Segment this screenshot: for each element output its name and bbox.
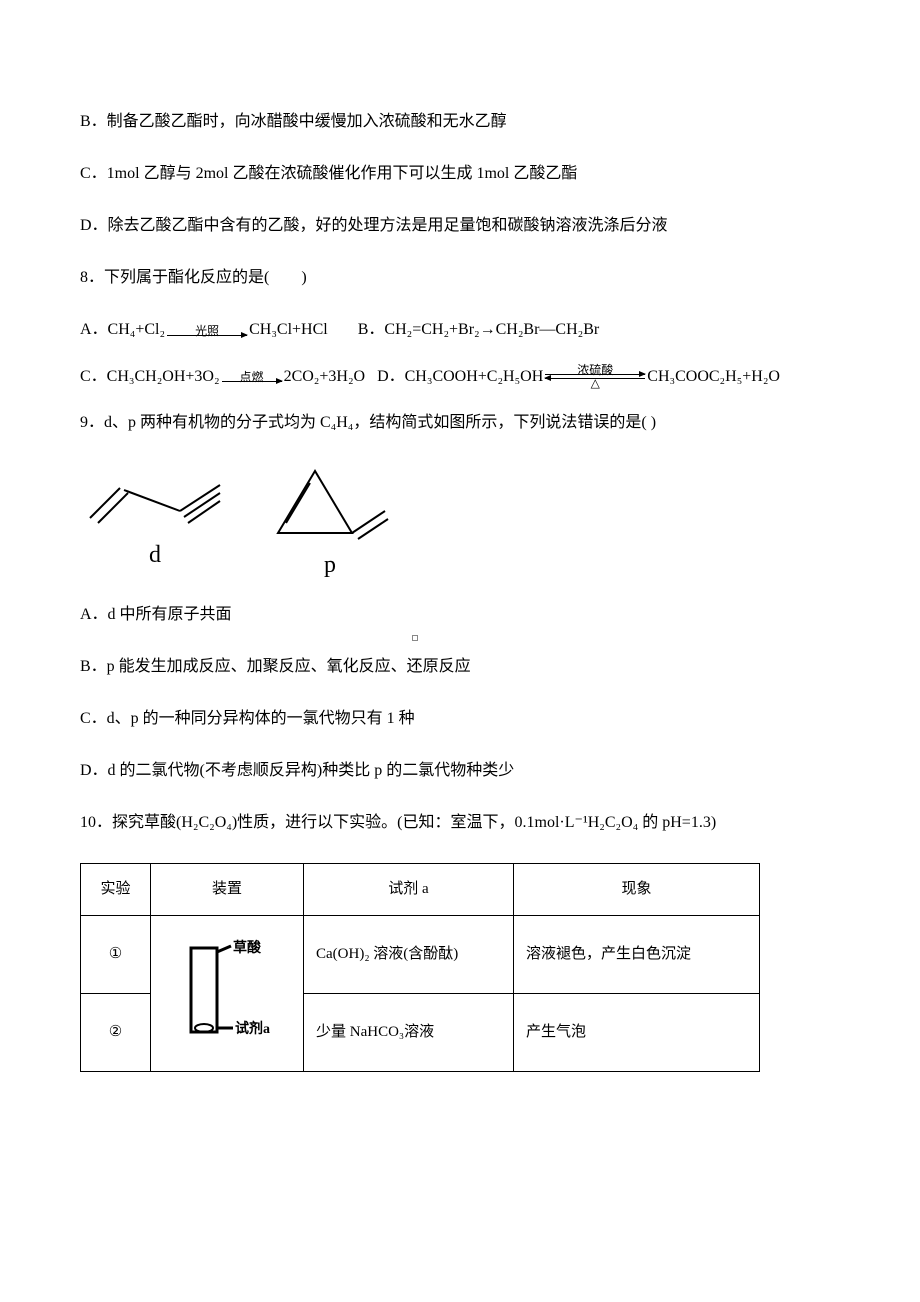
q8-d-left: D．CH₃COOH+C₂H₅OH [377,365,543,389]
cursor-icon [412,635,418,641]
q8-stem: 8．下列属于酯化反应的是( ) [80,266,840,290]
q9-stem: 9．d、p 两种有机物的分子式均为 C₄H₄，结构简式如图所示，下列说法错误的是… [80,411,840,435]
arrow-icon: 光照 [167,325,247,336]
col-device: 装置 [151,864,304,916]
q10-stem: 10．探究草酸(H₂C₂O₄)性质，进行以下实验。(已知：室温下，0.1mol·… [80,811,840,835]
q8-d-right: CH₃COOC₂H₅+H₂O [647,365,780,389]
structure-p-label: p [324,547,336,583]
q7-option-c: C．1mol 乙醇与 2mol 乙酸在浓硫酸催化作用下可以生成 1mol 乙酸乙… [80,162,840,186]
row1-num: ① [81,915,151,993]
q9-option-d: D．d 的二氯代物(不考虑顺反异构)种类比 p 的二氯代物种类少 [80,759,840,783]
q8-c-left: C．CH₃CH₂OH+3O₂ [80,365,220,389]
col-phenom: 现象 [514,864,760,916]
structure-p-svg [260,463,400,543]
structure-d: d [80,463,230,583]
device-reagent-label: 试剂a [235,1020,270,1037]
q9-option-c: C．d、p 的一种同分异构体的一氯代物只有 1 种 [80,707,840,731]
q10-table: 实验 装置 试剂 a 现象 ① 草酸 试剂a Ca(OH)₂ 溶液(含酚酞) 溶… [80,863,760,1072]
q7-option-d: D．除去乙酸乙酯中含有的乙酸，好的处理方法是用足量饱和碳酸钠溶液洗涤后分液 [80,214,840,238]
q7-option-b: B．制备乙酸乙酯时，向冰醋酸中缓慢加入浓硫酸和无水乙醇 [80,110,840,134]
col-reagent: 试剂 a [304,864,514,916]
structure-p: p [260,463,400,583]
arrow-icon: 点燃 [222,371,282,382]
row1-reagent: Ca(OH)₂ 溶液(含酚酞) [304,915,514,993]
q8-option-a-b-row: A．CH₄+Cl₂ 光照 CH₃Cl+HCl B．CH₂=CH₂+Br₂→CH₂… [80,318,840,342]
row2-phenom: 产生气泡 [514,993,760,1071]
q9-structures: d p [80,463,840,583]
q9-option-b: B．p 能发生加成反应、加聚反应、氧化反应、还原反应 [80,655,840,679]
q8-option-b: B．CH₂=CH₂+Br₂→CH₂Br—CH₂Br [358,318,600,342]
device-acid-label: 草酸 [233,939,262,956]
device-cell: 草酸 试剂a [151,915,304,1072]
col-exp: 实验 [81,864,151,916]
row2-num: ② [81,993,151,1071]
table-row: ① 草酸 试剂a Ca(OH)₂ 溶液(含酚酞) 溶液褪色，产生白色沉淀 [81,915,760,993]
table-header-row: 实验 装置 试剂 a 现象 [81,864,760,916]
equilibrium-arrow-icon: 浓硫酸 △ [545,364,645,389]
device-diagram: 草酸 试剂a [171,930,291,1050]
row2-reagent: 少量 NaHCO₃溶液 [304,993,514,1071]
q8-option-c-d-row: C．CH₃CH₂OH+3O₂ 点燃 2CO₂+3H₂O D．CH₃COOH+C₂… [80,364,840,389]
q8-c-right: 2CO₂+3H₂O [284,365,366,389]
structure-d-svg [80,463,230,533]
q9-option-a: A．d 中所有原子共面 [80,603,840,627]
structure-d-label: d [149,537,161,573]
q8-a-right: CH₃Cl+HCl [249,318,328,342]
row1-phenom: 溶液褪色，产生白色沉淀 [514,915,760,993]
q8-a-left: A．CH₄+Cl₂ [80,318,165,342]
